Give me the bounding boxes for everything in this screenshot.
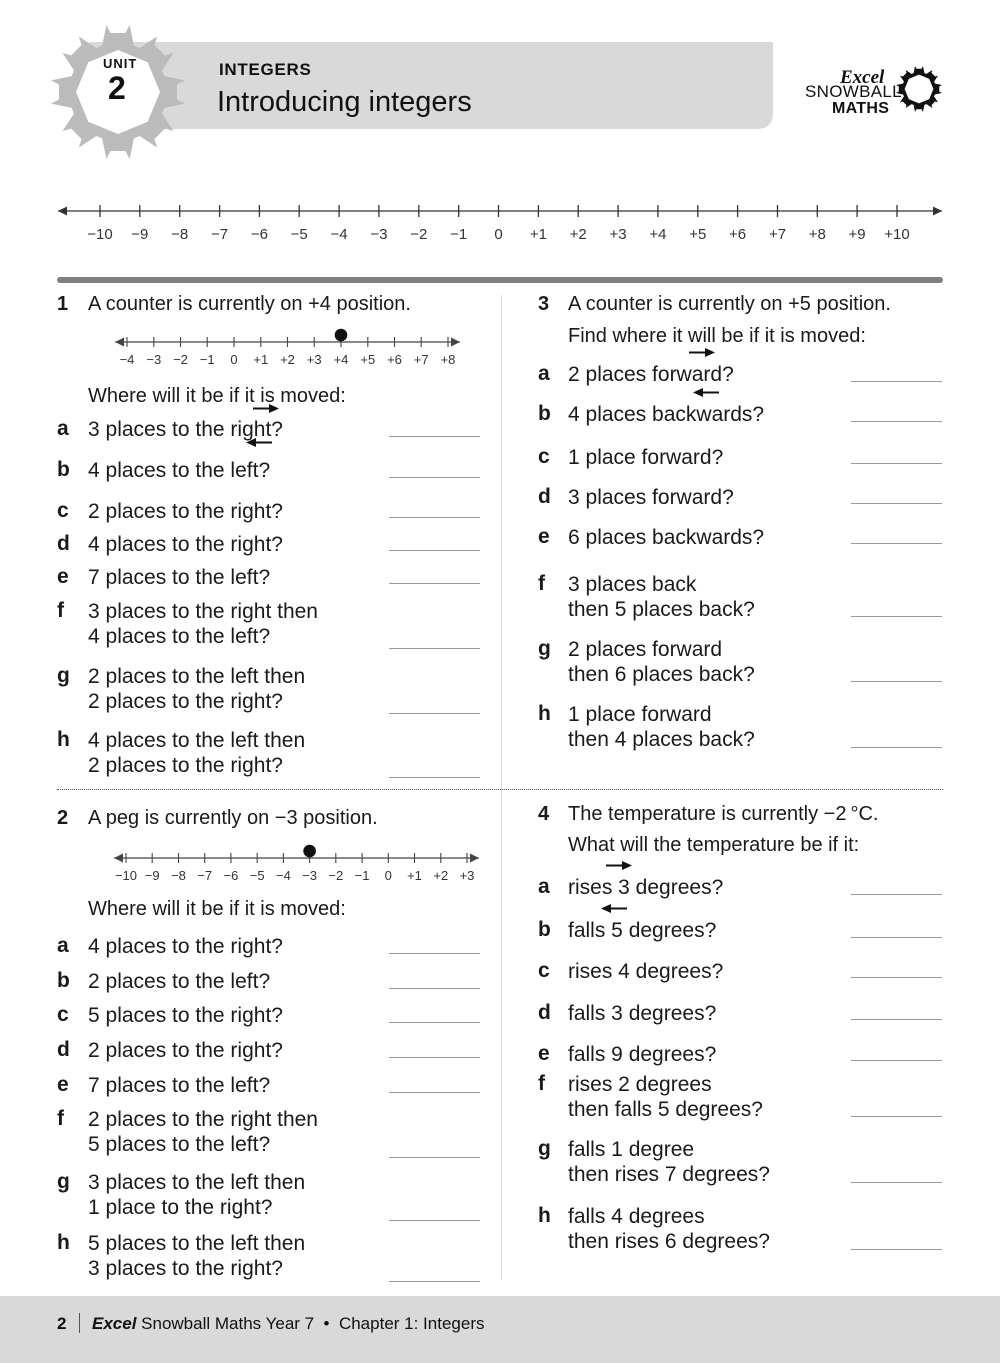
- svg-text:−4: −4: [120, 352, 135, 366]
- svg-text:−3: −3: [302, 868, 317, 882]
- svg-text:+5: +5: [689, 226, 706, 243]
- svg-text:−10: −10: [115, 868, 137, 882]
- svg-text:−2: −2: [410, 226, 427, 243]
- svg-text:+2: +2: [433, 868, 448, 882]
- svg-text:+4: +4: [649, 226, 666, 243]
- svg-text:−6: −6: [251, 226, 268, 243]
- svg-text:+8: +8: [441, 352, 456, 366]
- svg-text:−9: −9: [145, 868, 160, 882]
- svg-text:−6: −6: [223, 868, 238, 882]
- svg-text:+6: +6: [387, 352, 402, 366]
- svg-text:0: 0: [230, 352, 237, 366]
- svg-text:−7: −7: [197, 868, 212, 882]
- svg-text:+4: +4: [334, 352, 349, 366]
- svg-text:0: 0: [494, 226, 502, 243]
- svg-text:+2: +2: [570, 226, 587, 243]
- svg-text:−7: −7: [211, 226, 228, 243]
- svg-text:+3: +3: [460, 868, 475, 882]
- svg-text:−5: −5: [250, 868, 265, 882]
- svg-text:−1: −1: [355, 868, 370, 882]
- svg-text:−1: −1: [450, 226, 467, 243]
- svg-text:+6: +6: [729, 226, 746, 243]
- svg-text:+7: +7: [769, 226, 786, 243]
- svg-text:−3: −3: [146, 352, 161, 366]
- svg-text:−3: −3: [370, 226, 387, 243]
- svg-text:−4: −4: [276, 868, 291, 882]
- svg-text:+1: +1: [253, 352, 268, 366]
- svg-text:−2: −2: [328, 868, 343, 882]
- svg-text:+10: +10: [884, 226, 909, 243]
- svg-text:0: 0: [385, 868, 392, 882]
- svg-text:−4: −4: [331, 226, 348, 243]
- svg-text:+1: +1: [530, 226, 547, 243]
- svg-text:+3: +3: [610, 226, 627, 243]
- svg-text:+1: +1: [407, 868, 422, 882]
- svg-text:−1: −1: [200, 352, 215, 366]
- svg-text:−2: −2: [173, 352, 188, 366]
- svg-text:+5: +5: [360, 352, 375, 366]
- svg-text:−9: −9: [131, 226, 148, 243]
- svg-text:−10: −10: [87, 226, 112, 243]
- svg-text:+2: +2: [280, 352, 295, 366]
- svg-text:−5: −5: [291, 226, 308, 243]
- svg-text:+7: +7: [414, 352, 429, 366]
- svg-text:+8: +8: [809, 226, 826, 243]
- svg-text:−8: −8: [171, 226, 188, 243]
- svg-text:−8: −8: [171, 868, 186, 882]
- svg-text:+9: +9: [849, 226, 866, 243]
- svg-text:+3: +3: [307, 352, 322, 366]
